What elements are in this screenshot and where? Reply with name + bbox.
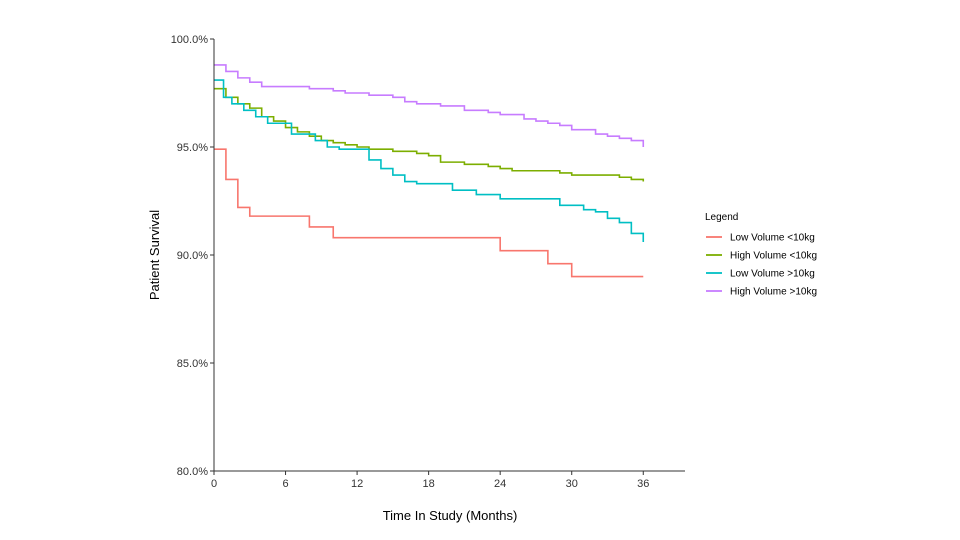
legend: Legend Low Volume <10kg High Volume <10kg… — [705, 212, 817, 298]
legend-label: Low Volume <10kg — [730, 233, 815, 244]
y-tick-label: 95.0% — [177, 142, 208, 154]
axes: 80.0% 85.0% 90.0% 95.0% 100.0% 0 6 12 18 24 30 36 — [171, 34, 685, 490]
y-tick-label: 100.0% — [171, 34, 209, 46]
x-tick-label: 36 — [637, 478, 649, 490]
legend-label: Low Volume >10kg — [730, 269, 815, 280]
y-tick-label: 90.0% — [177, 250, 208, 262]
x-tick-label: 12 — [351, 478, 363, 490]
series-line-2 — [214, 87, 645, 182]
y-axis-title: Patient Survival — [147, 210, 162, 300]
x-axis-title: Time In Study (Months) — [383, 508, 518, 523]
legend-title: Legend — [705, 212, 738, 223]
x-tick-label: 18 — [423, 478, 435, 490]
x-ticks: 0 6 12 18 24 30 36 — [211, 471, 649, 490]
series-line-3 — [214, 79, 645, 243]
y-tick-label: 85.0% — [177, 358, 208, 370]
legend-items: Low Volume <10kg High Volume <10kg Low Vol… — [706, 233, 817, 298]
legend-label: High Volume >10kg — [730, 287, 817, 298]
series-line-1 — [214, 148, 644, 278]
y-ticks: 80.0% 85.0% 90.0% 95.0% 100.0% — [171, 34, 214, 478]
y-tick-label: 80.0% — [177, 466, 208, 478]
series-line-4 — [214, 64, 645, 147]
legend-label: High Volume <10kg — [730, 251, 817, 262]
x-tick-label: 6 — [282, 478, 288, 490]
x-tick-label: 0 — [211, 478, 217, 490]
plot-lines — [214, 64, 645, 278]
x-tick-label: 30 — [566, 478, 578, 490]
x-tick-label: 24 — [494, 478, 506, 490]
